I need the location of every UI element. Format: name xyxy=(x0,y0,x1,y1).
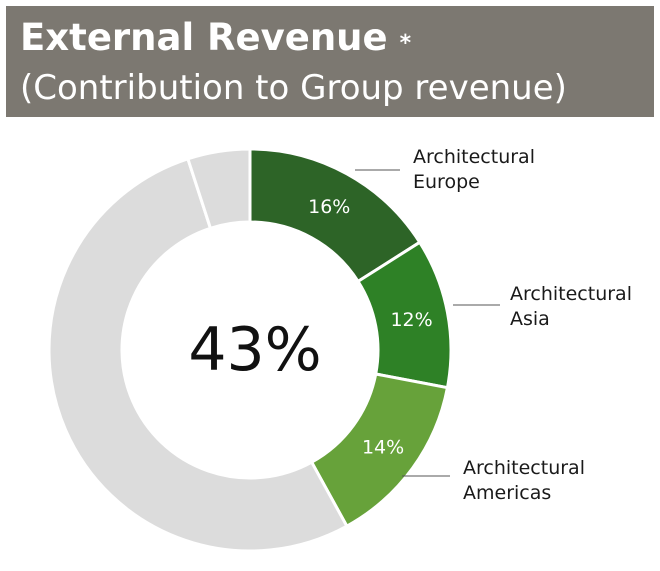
chart-subtitle: (Contribution to Group revenue) xyxy=(20,68,567,108)
callout-label-architectural-europe-line-1: Architectural xyxy=(413,146,535,168)
callout-label-architectural-asia-line-1: Architectural xyxy=(510,283,632,305)
chart-title: External Revenue * xyxy=(20,16,411,60)
callout-label-architectural-europe-line-2: Europe xyxy=(413,171,480,193)
donut-slice-other-3 xyxy=(47,157,349,553)
slice-value-label-architectural-americas: 14% xyxy=(362,437,404,459)
callout-label-architectural-asia-line-2: Asia xyxy=(510,308,550,330)
donut-slice-other-4 xyxy=(186,147,252,230)
callout-label-architectural-americas-line-2: Americas xyxy=(463,482,551,504)
slice-value-label-architectural-europe: 16% xyxy=(308,196,350,218)
slice-value-label-architectural-asia: 12% xyxy=(390,309,432,331)
callout-label-architectural-americas-line-1: Architectural xyxy=(463,457,585,479)
chart-title-text: External Revenue xyxy=(20,16,388,59)
chart-header: External Revenue * (Contribution to Group… xyxy=(6,6,654,117)
chart-title-footnote-mark: * xyxy=(399,31,412,56)
donut-center-total: 43% xyxy=(188,315,321,385)
